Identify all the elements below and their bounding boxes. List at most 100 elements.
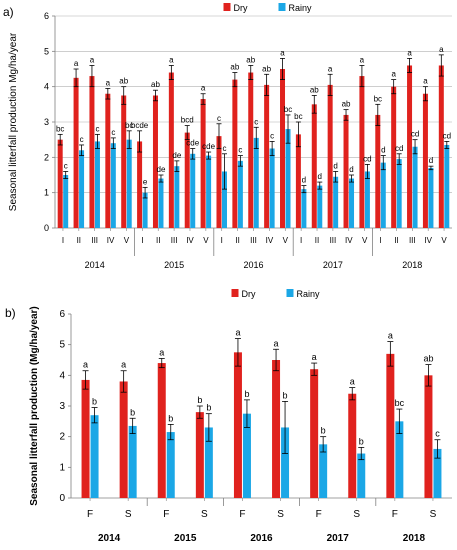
category-label: S: [125, 509, 132, 520]
significance-label: bcd: [181, 116, 194, 125]
bar-rainy-2014-II: [79, 150, 85, 228]
bar-dry-2016-II: [232, 79, 238, 228]
significance-label: a: [388, 331, 393, 341]
significance-label: d: [302, 176, 306, 185]
significance-label: a: [280, 48, 285, 57]
bar-rainy-2016-II: [237, 160, 243, 228]
bar-rainy-2015-IV: [190, 153, 196, 228]
category-label: I: [141, 236, 143, 245]
bar-dry-2015-IV: [184, 132, 190, 228]
significance-label: c: [64, 161, 68, 170]
significance-label: a: [83, 360, 88, 370]
significance-label: c: [435, 429, 440, 439]
significance-label: c: [254, 117, 258, 126]
bar-rainy-2015-V: [206, 155, 212, 228]
category-label: I: [300, 236, 302, 245]
bar-rainy-2014-V: [126, 139, 132, 228]
significance-label: ab: [119, 77, 128, 86]
bar-rainy-2015-I: [142, 192, 148, 228]
legend-swatch-rainy: [286, 289, 294, 297]
bar-rainy-2015-S: [204, 427, 213, 498]
bar-rainy-2017-V: [364, 171, 370, 228]
significance-label: c: [217, 114, 221, 123]
category-label: S: [430, 509, 437, 520]
significance-label: a: [360, 55, 365, 64]
bar-dry-2015-III: [168, 72, 174, 229]
significance-label: ab: [151, 80, 160, 89]
bar-dry-2015-F: [157, 363, 166, 498]
legend-label: Dry: [242, 289, 256, 299]
significance-label: cd: [411, 130, 419, 139]
bar-dry-2015-II: [152, 95, 158, 228]
significance-label: a: [274, 338, 279, 348]
group-label: 2017: [323, 260, 343, 270]
group-label: 2015: [164, 260, 184, 270]
bar-rainy-2018-F: [395, 421, 404, 498]
bar-dry-2015-V: [200, 99, 206, 229]
legend-swatch-dry: [223, 3, 231, 11]
legend-label: Rainy: [289, 3, 313, 13]
category-label: F: [392, 509, 398, 520]
bar-dry-2014-F: [81, 379, 90, 498]
bar-rainy-2016-III: [253, 137, 259, 228]
significance-label: a: [201, 84, 206, 93]
bar-dry-2017-V: [359, 76, 365, 228]
bar-rainy-2015-F: [166, 432, 175, 498]
bar-rainy-2018-IV: [428, 167, 434, 228]
significance-label: ab: [230, 63, 239, 72]
significance-label: a: [90, 55, 95, 64]
bar-dry-2017-I: [295, 134, 301, 228]
significance-label: e: [143, 177, 148, 186]
bar-dry-2017-S: [348, 393, 357, 498]
bar-rainy-2018-V: [444, 144, 450, 228]
group-label: 2014: [98, 533, 121, 544]
significance-label: a: [169, 55, 174, 64]
category-label: F: [87, 509, 93, 520]
bar-dry-2018-II: [391, 86, 397, 229]
bar-dry-2018-F: [386, 353, 395, 498]
significance-label: b: [283, 390, 288, 400]
category-label: I: [379, 236, 381, 245]
significance-label: cd: [443, 131, 451, 140]
significance-label: a: [439, 45, 444, 54]
category-label: I: [221, 236, 223, 245]
significance-label: a: [121, 360, 126, 370]
bars: bccacacacabbcbcdeeabdeadebcdcdeacdeccabc…: [56, 45, 451, 229]
bar-rainy-2017-F: [319, 444, 328, 498]
bar-rainy-2014-IV: [110, 143, 116, 228]
significance-label: a: [106, 78, 111, 87]
significance-label: b: [321, 426, 326, 436]
bar-dry-2015-S: [195, 412, 204, 498]
category-label: III: [250, 236, 257, 245]
bar-rainy-2015-II: [158, 178, 164, 228]
y-tick-label: 2: [59, 432, 65, 443]
y-axis-label: Seasonal litterfall production (Mg/ha/ye…: [29, 306, 40, 505]
chart-panel-b: b) Dry Rainy 0 1 2 3 4 5 6 Seasonal litterfall pro…: [5, 289, 452, 544]
group-label: 2018: [403, 533, 426, 544]
bar-rainy-2014-III: [94, 141, 100, 228]
category-label: II: [235, 236, 239, 245]
significance-label: b: [206, 403, 211, 413]
significance-label: c: [111, 128, 115, 137]
category-label: III: [330, 236, 337, 245]
bar-rainy-2018-II: [396, 159, 402, 228]
y-tick-label: 3: [59, 401, 65, 412]
y-axis-label: Seasonal litterfall production Mg/ha/yea…: [8, 32, 19, 211]
legend-label: Rainy: [297, 289, 321, 299]
category-label: IV: [345, 236, 353, 245]
significance-label: ab: [423, 354, 433, 364]
category-label: III: [171, 236, 178, 245]
category-label: S: [277, 509, 284, 520]
bar-dry-2018-III: [407, 65, 413, 228]
bar-rainy-2018-S: [433, 448, 442, 498]
bar-dry-2014-V: [121, 95, 127, 228]
significance-label: c: [80, 135, 84, 144]
bar-dry-2016-S: [272, 360, 281, 498]
bar-rainy-2014-S: [128, 425, 137, 498]
y-tick-label: 0: [44, 223, 49, 233]
group-label: 2014: [85, 260, 105, 270]
category-label: III: [409, 236, 416, 245]
bar-rainy-2017-II: [317, 185, 323, 228]
